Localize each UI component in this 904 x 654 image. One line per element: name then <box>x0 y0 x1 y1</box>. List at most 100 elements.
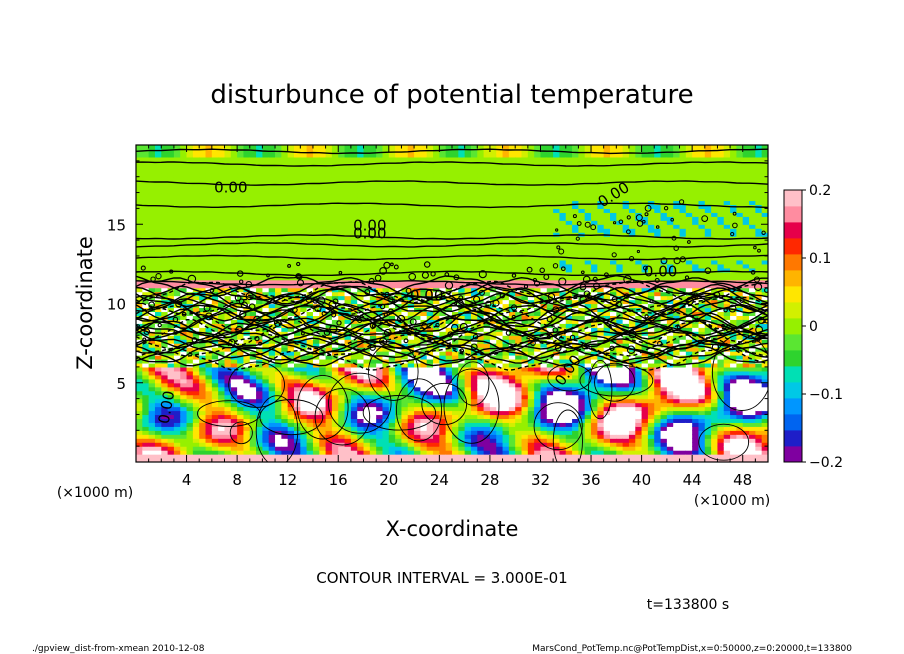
heatmap-cell <box>154 426 162 431</box>
heatmap-cell <box>521 386 529 392</box>
heatmap-cell <box>224 271 232 277</box>
heatmap-cell <box>515 172 523 178</box>
heatmap-cell <box>256 251 263 257</box>
heatmap-cell <box>142 426 150 431</box>
heatmap-cell <box>268 450 276 455</box>
heatmap-cell <box>376 370 384 376</box>
heatmap-cell <box>192 208 200 213</box>
heatmap-cell <box>294 438 301 443</box>
heatmap-cell <box>256 267 263 273</box>
heatmap-cell <box>357 390 365 396</box>
heatmap-cell <box>521 426 529 431</box>
heatmap-cell <box>268 228 276 233</box>
heatmap-cell <box>211 156 219 162</box>
heatmap-cell <box>407 188 415 194</box>
heatmap-cell <box>439 450 447 455</box>
heatmap-cell <box>243 200 251 206</box>
heatmap-cell <box>420 434 428 439</box>
heatmap-cell <box>256 426 263 431</box>
heatmap-cell <box>218 251 226 257</box>
heatmap-cell <box>426 410 434 416</box>
heatmap-cell <box>426 196 434 202</box>
heatmap-cell <box>477 366 485 372</box>
heatmap-cell <box>414 180 421 186</box>
heatmap-cell <box>224 422 232 427</box>
heatmap-cell <box>230 267 238 273</box>
heatmap-cell <box>452 248 459 253</box>
heatmap-cell <box>192 323 200 328</box>
heatmap-cell <box>237 410 245 416</box>
heatmap-cell <box>268 156 276 162</box>
heatmap-cell <box>243 335 251 340</box>
heatmap-cell <box>275 248 282 253</box>
heatmap-cell <box>369 307 377 313</box>
heatmap-cell <box>439 220 447 225</box>
heatmap-cell <box>376 458 384 462</box>
heatmap-cell <box>186 299 194 305</box>
heatmap-cell <box>237 422 245 427</box>
heatmap-cell <box>218 426 226 431</box>
heatmap-cell <box>452 339 459 344</box>
heatmap-cell <box>489 196 497 202</box>
heatmap-cell <box>148 410 156 416</box>
heatmap-cell <box>470 164 478 170</box>
heatmap-cell <box>148 145 156 150</box>
heatmap-cell <box>426 430 434 435</box>
heatmap-cell <box>344 188 352 194</box>
heatmap-cell <box>445 355 453 360</box>
heatmap-cell <box>205 366 213 372</box>
heatmap-cell <box>357 402 365 408</box>
heatmap-cell <box>344 255 352 261</box>
heatmap-cell <box>420 311 428 316</box>
heatmap-cell <box>161 224 169 229</box>
heatmap-cell <box>262 438 270 443</box>
heatmap-cell <box>148 188 156 194</box>
heatmap-cell <box>142 188 150 194</box>
heatmap-cell <box>414 358 421 364</box>
heatmap-cell <box>515 200 523 206</box>
heatmap-cell <box>268 382 276 388</box>
heatmap-cell <box>154 406 162 412</box>
heatmap-cell <box>433 438 440 443</box>
heatmap-cell <box>350 299 358 305</box>
heatmap-cell <box>300 176 308 182</box>
heatmap-cell <box>199 386 207 392</box>
heatmap-cell <box>224 244 232 249</box>
heatmap-cell <box>470 422 478 427</box>
heatmap-cell <box>433 160 440 166</box>
heatmap-cell <box>154 307 162 313</box>
heatmap-cell <box>281 315 289 320</box>
heatmap-cell <box>420 240 428 245</box>
heatmap-cell <box>199 240 207 245</box>
heatmap-cell <box>312 323 320 328</box>
heatmap-cell <box>496 426 504 431</box>
heatmap-cell <box>268 430 276 435</box>
heatmap-cell <box>344 378 352 384</box>
heatmap-cell <box>275 212 282 217</box>
heatmap-cell <box>350 355 358 360</box>
heatmap-cell <box>395 248 403 253</box>
heatmap-cell <box>199 263 207 269</box>
heatmap-cell <box>218 370 226 376</box>
heatmap-cell <box>136 216 143 221</box>
heatmap-cell <box>382 192 390 198</box>
heatmap-cell <box>464 378 472 384</box>
heatmap-cell <box>350 188 358 194</box>
heatmap-cell <box>281 378 289 384</box>
heatmap-cell <box>350 204 358 209</box>
heatmap-cell <box>470 430 478 435</box>
heatmap-cell <box>407 370 415 376</box>
heatmap-cell <box>426 200 434 206</box>
heatmap-cell <box>489 176 497 182</box>
heatmap-cell <box>319 271 327 277</box>
heatmap-cell <box>161 394 169 400</box>
heatmap-cell <box>294 244 301 249</box>
heatmap-cell <box>464 172 472 178</box>
heatmap-cell <box>350 224 358 229</box>
heatmap-cell <box>401 438 409 443</box>
heatmap-cell <box>515 366 523 372</box>
heatmap-cell <box>294 362 301 368</box>
heatmap-cell <box>376 374 384 380</box>
heatmap-cell <box>452 414 459 420</box>
heatmap-cell <box>483 291 491 297</box>
